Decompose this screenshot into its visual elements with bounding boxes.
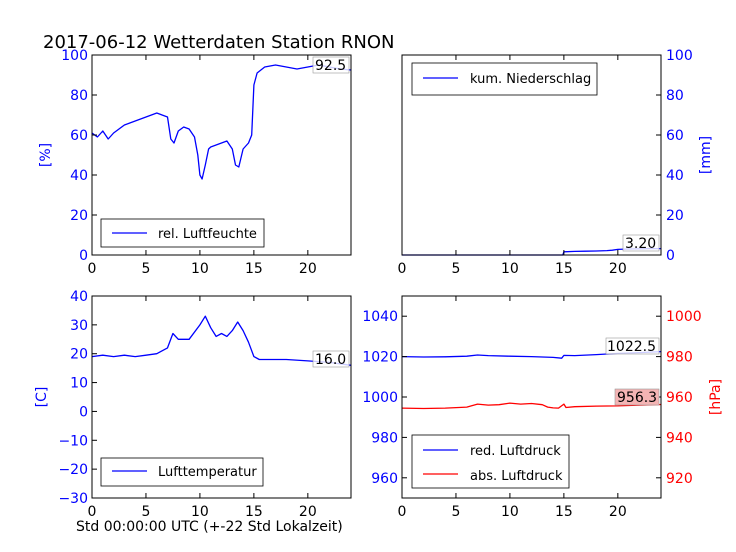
y-tick-label: 960 <box>666 390 693 406</box>
humidity-annotation-text: 92.5 <box>315 58 346 74</box>
humidity-ylabel: [%] <box>38 143 54 167</box>
y-tick-label: 20 <box>70 208 88 224</box>
temperature-legend-label: Lufttemperatur <box>158 465 257 480</box>
y-tick-label: −10 <box>58 433 88 449</box>
precipitation-panel: [mm] 0 5 10 15 20 0 20 40 60 80 100 3.20 kum. Nied… <box>398 48 714 277</box>
humidity-annotation: 92.5 <box>312 56 350 74</box>
x-tick-label: 0 <box>398 504 407 520</box>
y-tick-label: 100 <box>61 48 88 64</box>
y-tick-label: 20 <box>666 208 684 224</box>
x-tick-label: 15 <box>245 261 263 277</box>
reduced-pressure-annotation-text: 1022.5 <box>607 339 656 355</box>
series-line-rel-luftfeuchte <box>91 64 352 180</box>
y-tick-label: 980 <box>666 350 693 366</box>
humidity-series-group <box>91 64 352 180</box>
precipitation-annotation-text: 3.20 <box>625 236 656 252</box>
y-tick-label: 40 <box>70 168 88 184</box>
temperature-series-group <box>91 315 352 366</box>
y-tick-label: 60 <box>70 128 88 144</box>
x-tick-label: 5 <box>141 504 150 520</box>
temperature-ticks: 0 5 10 15 20 −30 −20 −10 0 10 20 30 40 <box>58 289 316 520</box>
humidity-axes-frame <box>91 54 352 256</box>
y-tick-label: −20 <box>58 462 88 478</box>
y-tick-label: 0 <box>666 248 675 264</box>
y-tick-label: 960 <box>371 471 398 487</box>
temperature-legend: Lufttemperatur <box>100 457 264 487</box>
x-tick-label: 20 <box>299 261 317 277</box>
absolute-pressure-legend-label: abs. Luftdruck <box>470 469 563 484</box>
y-tick-label: 20 <box>70 347 88 363</box>
y-tick-label: 920 <box>666 471 693 487</box>
y-tick-label: −30 <box>58 491 88 507</box>
precipitation-ylabel: [mm] <box>698 136 714 174</box>
temperature-ylabel: [C] <box>34 387 50 408</box>
series-line-lufttemperatur <box>91 315 352 366</box>
pressure-ylabel: [hPa] <box>708 379 724 415</box>
x-tick-label: 10 <box>501 261 519 277</box>
x-tick-label: 10 <box>191 504 209 520</box>
y-tick-label: 0 <box>79 248 88 264</box>
x-tick-label: 5 <box>451 261 460 277</box>
temperature-panel: [C] 0 5 10 15 20 −30 −20 −10 0 10 20 30 40 16.0 Luft… <box>34 289 352 520</box>
y-tick-label: 40 <box>70 289 88 305</box>
humidity-legend: rel. Luftfeuchte <box>100 218 265 248</box>
y-tick-label: 1000 <box>362 390 398 406</box>
x-tick-label: 20 <box>299 504 317 520</box>
y-tick-label: 60 <box>666 128 684 144</box>
x-tick-label: 5 <box>141 261 150 277</box>
pressure-legend: red. Luftdruck abs. Luftdruck <box>411 434 570 489</box>
y-tick-label: 1000 <box>666 309 702 325</box>
precipitation-ticks: 0 5 10 15 20 0 20 40 60 80 100 <box>398 48 693 277</box>
precipitation-annotation: 3.20 <box>622 234 660 252</box>
absolute-pressure-annotation: 956.3 <box>614 388 660 406</box>
x-tick-label: 5 <box>451 504 460 520</box>
y-tick-label: 0 <box>79 404 88 420</box>
x-axis-label: Std 00:00:00 UTC (+-22 Std Lokalzeit) <box>76 519 343 535</box>
reduced-pressure-annotation: 1022.5 <box>605 337 660 355</box>
x-tick-label: 0 <box>88 504 97 520</box>
y-tick-label: 1040 <box>362 309 398 325</box>
precipitation-legend-label: kum. Niederschlag <box>470 72 591 87</box>
humidity-panel: [%] 0 5 10 15 20 0 20 40 60 80 100 92.5 rel. Luftf… <box>38 48 352 277</box>
pressure-ticks: 0 5 10 15 20 960 980 1000 1020 1040 920 940 960 980 10… <box>362 296 702 520</box>
y-tick-label: 30 <box>70 318 88 334</box>
humidity-legend-label: rel. Luftfeuchte <box>158 227 257 242</box>
precipitation-series-group <box>402 247 661 256</box>
reduced-pressure-legend-label: red. Luftdruck <box>470 444 561 459</box>
series-line-kum-niederschlag <box>402 247 661 256</box>
temperature-annotation-text: 16.0 <box>315 352 346 368</box>
precipitation-axes-frame <box>401 54 662 256</box>
pressure-panel: [hPa] 0 5 10 15 20 960 980 1000 1020 1040 920 940 96… <box>362 295 724 520</box>
y-tick-label: 940 <box>666 430 693 446</box>
precipitation-legend: kum. Niederschlag <box>411 62 598 96</box>
x-tick-label: 15 <box>555 261 573 277</box>
x-tick-label: 20 <box>609 504 627 520</box>
figure-title: 2017-06-12 Wetterdaten Station RNON <box>43 32 394 53</box>
x-tick-label: 15 <box>245 504 263 520</box>
y-tick-label: 10 <box>70 376 88 392</box>
x-tick-label: 10 <box>501 504 519 520</box>
x-tick-label: 0 <box>398 261 407 277</box>
temperature-annotation: 16.0 <box>312 350 350 368</box>
x-tick-label: 10 <box>191 261 209 277</box>
x-tick-label: 0 <box>88 261 97 277</box>
absolute-pressure-annotation-text: 956.3 <box>617 390 657 406</box>
y-tick-label: 100 <box>666 48 693 64</box>
pressure-axes-frame <box>401 295 662 499</box>
temperature-axes-frame <box>91 295 352 499</box>
y-tick-label: 1020 <box>362 350 398 366</box>
y-tick-label: 980 <box>371 430 398 446</box>
x-tick-label: 15 <box>555 504 573 520</box>
series-line-abs-luftdruck <box>401 402 662 410</box>
y-tick-label: 80 <box>666 88 684 104</box>
humidity-ticks: 0 5 10 15 20 0 20 40 60 80 100 <box>61 48 316 277</box>
y-tick-label: 80 <box>70 88 88 104</box>
y-tick-label: 40 <box>666 168 684 184</box>
x-tick-label: 20 <box>609 261 627 277</box>
